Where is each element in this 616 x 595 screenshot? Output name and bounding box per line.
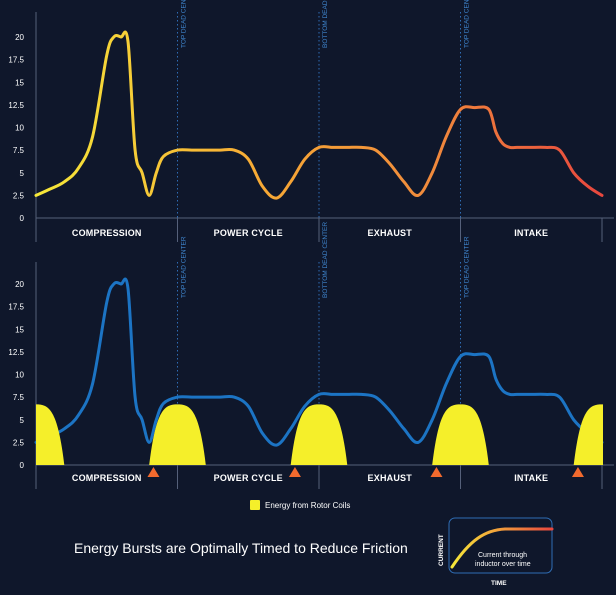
y-tick-label: 0 [20,461,25,470]
top-pressure-curve [34,30,604,200]
headline: Energy Bursts are Optimally Timed to Red… [74,540,408,556]
inset-x-label: TIME [491,580,507,587]
legend: Energy from Rotor Coils [250,500,350,510]
dead-center-label: TOP DEAD CENTER [181,0,188,48]
y-tick-label: 7.5 [13,393,25,402]
energy-burst [290,404,348,465]
y-tick-label: 12.5 [8,101,24,110]
phase-label: POWER CYCLE [214,228,283,238]
y-tick-label: 5 [20,169,25,178]
phase-label: INTAKE [514,473,548,483]
y-tick-label: 0 [20,214,25,223]
inset-current-graph: Current through inductor over time CURRE… [438,517,554,587]
inset-caption-line2: inductor over time [475,561,531,568]
phase-label: COMPRESSION [72,228,142,238]
bottom-phase-labels: COMPRESSION POWER CYCLE EXHAUST INTAKE [72,473,548,483]
phase-label: EXHAUST [368,228,413,238]
legend-swatch [250,500,260,510]
dead-center-label: TOP DEAD CENTER [464,0,471,48]
y-tick-label: 10 [15,371,24,380]
bottom-chart: 0 2.5 5 7.5 10 12.5 15 17.5 20 TOP DEAD CENTER BO… [8,222,614,489]
y-tick-label: 7.5 [13,146,25,155]
inset-y-label: CURRENT [438,534,445,566]
triangle-marker [571,467,584,477]
dead-center-label: BOTTOM DEAD CENTER [322,222,329,298]
y-tick-label: 10 [15,124,24,133]
top-chart: 0 2.5 5 7.5 10 12.5 15 17.5 20 TOP DEAD CENTER BO… [8,0,614,242]
inset-frame [448,517,553,574]
energy-burst [432,404,489,465]
y-tick-label: 5 [20,416,25,425]
y-tick-label: 17.5 [8,303,24,312]
y-tick-label: 2.5 [13,438,25,447]
y-tick-label: 12.5 [8,348,24,357]
y-tick-label: 15 [15,78,24,87]
phase-label: EXHAUST [368,473,413,483]
legend-label: Energy from Rotor Coils [265,501,350,510]
top-dead-center-markers: TOP DEAD CENTER BOTTOM DEAD CENTER TOP DEA… [177,0,471,218]
top-y-axis: 0 2.5 5 7.5 10 12.5 15 17.5 20 [8,33,24,223]
y-tick-label: 15 [15,325,24,334]
top-phase-labels: COMPRESSION POWER CYCLE EXHAUST INTAKE [72,228,548,238]
dead-center-label: TOP DEAD CENTER [464,236,471,298]
top-axes [35,12,614,242]
triangle-marker [288,467,301,477]
phase-label: POWER CYCLE [214,473,283,483]
phase-label: INTAKE [514,228,548,238]
phase-label: COMPRESSION [72,473,142,483]
bottom-series-line [34,277,604,447]
y-tick-label: 20 [15,33,24,42]
bottom-pressure-curve [34,277,604,447]
energy-burst [573,404,603,465]
top-series-line [34,30,604,200]
energy-burst [36,404,65,465]
energy-bursts [36,404,603,465]
energy-burst [149,404,206,465]
triangle-markers [147,467,584,477]
inset-caption-line1: Current through [478,552,527,559]
bottom-y-axis: 0 2.5 5 7.5 10 12.5 15 17.5 20 [8,280,24,470]
inset-current-curve [450,527,554,569]
dead-center-label: BOTTOM DEAD CENTER [322,0,329,48]
y-tick-label: 2.5 [13,191,25,200]
y-tick-label: 20 [15,280,24,289]
triangle-marker [147,467,160,477]
dead-center-label: TOP DEAD CENTER [181,236,188,298]
triangle-marker [430,467,443,477]
y-tick-label: 17.5 [8,56,24,65]
